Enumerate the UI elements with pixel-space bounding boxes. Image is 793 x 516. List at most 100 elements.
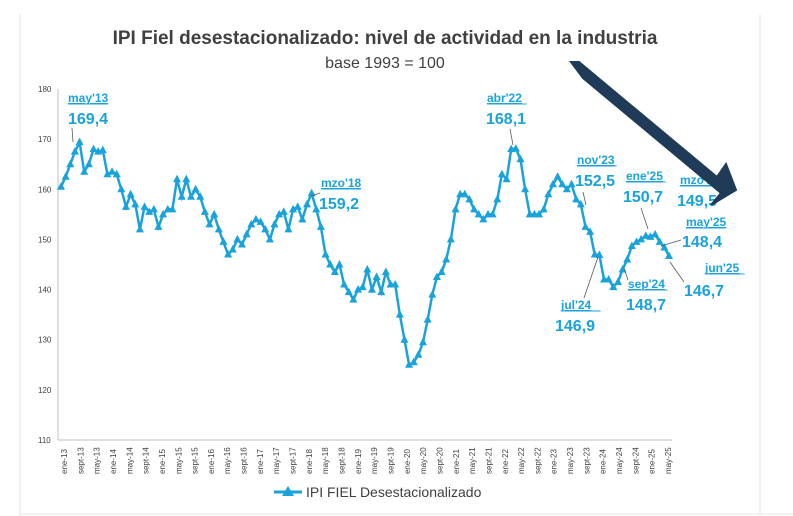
data-point: [586, 227, 595, 235]
data-point: [558, 179, 567, 188]
data-point: [326, 260, 335, 268]
annotation: jun'25 146,7: [669, 261, 745, 300]
data-point: [335, 260, 344, 268]
annotation-value: 168,1: [486, 111, 526, 128]
data-point: [307, 188, 316, 197]
chart-title: IPI Fiel desestacionalizado: nivel de ac…: [113, 28, 658, 49]
annotation: may'25 148,4: [660, 215, 727, 251]
x-tick-label: sept-14: [142, 447, 151, 474]
x-tick-label: may-19: [370, 447, 379, 474]
data-point: [595, 250, 604, 258]
x-tick-label: sept-16: [240, 447, 249, 474]
x-tick-label: may-18: [321, 447, 330, 474]
data-point: [70, 147, 79, 155]
data-point: [289, 204, 298, 213]
data-point: [419, 337, 428, 346]
data-point: [154, 222, 163, 230]
x-tick-label: sept-24: [631, 447, 640, 474]
data-point: [196, 192, 205, 200]
data-point: [149, 204, 158, 213]
data-point: [609, 282, 618, 291]
annotation: mzo'18 159,2: [310, 176, 362, 213]
data-point: [344, 287, 353, 296]
x-tick-label: ene-23: [550, 449, 559, 474]
data-point: [562, 184, 571, 193]
data-point: [544, 189, 553, 198]
x-tick-label: may-21: [468, 447, 477, 474]
data-point: [312, 204, 321, 213]
data-point: [145, 207, 154, 215]
x-tick-label: sept-15: [191, 447, 200, 474]
annotation-date: may'13: [68, 91, 109, 105]
data-point: [224, 249, 233, 258]
data-point: [377, 287, 386, 296]
data-point: [623, 254, 632, 263]
x-tick-label: may-24: [615, 447, 624, 474]
data-point: [465, 194, 474, 203]
x-tick-label: sept-13: [76, 447, 85, 474]
data-point: [632, 237, 641, 245]
x-tick-label: ene-24: [599, 449, 608, 474]
x-tick-label: may-23: [566, 447, 575, 474]
x-tick-label: sept-17: [289, 447, 298, 474]
data-point: [651, 229, 660, 238]
data-point: [665, 251, 673, 259]
data-point: [186, 192, 195, 200]
data-point: [460, 189, 469, 198]
data-point: [446, 234, 455, 243]
data-point: [270, 219, 279, 228]
data-point: [493, 194, 502, 203]
annotation-date: mzo'18: [321, 176, 362, 190]
data-point: [604, 275, 613, 283]
annotation-date: sep'24: [628, 277, 665, 291]
annotation-value: 146,9: [555, 318, 595, 335]
annotation-leader: [640, 207, 649, 230]
data-point: [381, 267, 390, 276]
data-point: [177, 192, 186, 200]
x-tick-label: ene-14: [109, 449, 118, 474]
data-point: [261, 224, 270, 233]
data-point: [502, 174, 511, 183]
x-tick-label: ene-13: [60, 449, 69, 474]
annotation-value: 150,7: [623, 189, 663, 206]
data-point: [173, 174, 182, 183]
x-tick-label: sept-21: [484, 447, 493, 474]
x-tick-label: sept-22: [533, 447, 542, 474]
data-point: [627, 241, 636, 249]
data-point: [423, 315, 432, 323]
annotation-leader: [509, 128, 514, 146]
data-point: [395, 310, 404, 318]
x-tick-label: may-16: [223, 447, 232, 474]
data-point: [405, 360, 414, 368]
chart-subtitle: base 1993 = 100: [325, 55, 445, 72]
x-tick-label: ene-17: [256, 449, 265, 474]
data-point: [66, 159, 75, 168]
annotation-value: 152,5: [575, 173, 615, 190]
annotation-date: jun'25: [704, 261, 740, 275]
x-tick-label: sept-19: [386, 447, 395, 474]
data-point: [488, 209, 497, 218]
data-point: [275, 209, 284, 218]
legend-label: IPI FIEL Desestacionalizado: [306, 484, 482, 500]
data-point: [511, 144, 520, 152]
data-point: [265, 234, 274, 243]
data-point: [316, 222, 325, 230]
data-point: [567, 179, 576, 188]
data-point: [140, 202, 149, 210]
data-point: [409, 357, 418, 366]
y-tick-label: 130: [38, 336, 52, 345]
data-point: [655, 237, 664, 245]
data-point: [521, 184, 530, 193]
data-point: [660, 242, 669, 251]
x-tick-label: may-20: [419, 447, 428, 474]
data-point: [372, 272, 381, 281]
y-tick-label: 140: [38, 286, 52, 295]
annotation-value: 169,4: [68, 111, 108, 128]
x-tick-label: may-13: [93, 447, 102, 474]
data-point: [400, 335, 409, 343]
annotation-leader: [310, 192, 321, 197]
data-point: [497, 169, 506, 178]
data-point: [442, 254, 451, 263]
